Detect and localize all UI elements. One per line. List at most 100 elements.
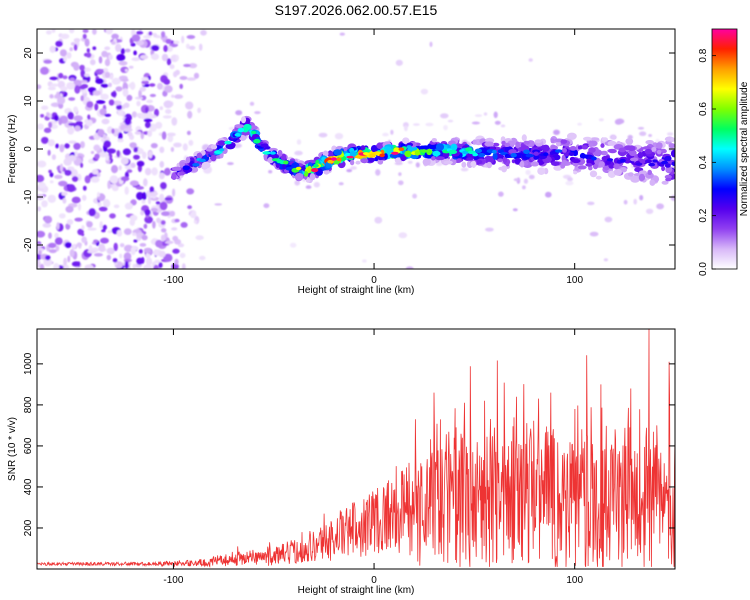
spectrogram-ridge-cell [201, 161, 211, 169]
spectrogram-noise-cell [99, 108, 107, 116]
spectrogram-noise-cell [73, 62, 80, 71]
spectrogram-noise-cell [187, 110, 193, 119]
spectrogram-noise-cell [135, 40, 145, 46]
spectrogram-halo-cell [474, 114, 483, 117]
spectrogram-halo-cell [413, 123, 420, 126]
spectrogram-noise-cell [87, 114, 91, 120]
spectrogram-noise-cell [119, 243, 125, 248]
spectrogram-noise-cell [37, 250, 42, 255]
spectrogram-noise-cell [116, 150, 121, 158]
spectrogram-noise-cell [80, 162, 84, 168]
spectrogram-noise-cell [138, 249, 143, 254]
spectrogram-noise-cell [141, 199, 146, 204]
spectrogram-halo-cell [528, 58, 533, 62]
spectrogram-noise-cell [143, 223, 148, 229]
spectrogram-halo-cell [483, 112, 488, 116]
spectrogram-ridge-cell [294, 173, 304, 181]
spectrogram-ridge-core [580, 154, 589, 159]
spectrogram-ridge-cell [313, 163, 319, 168]
spectrogram-noise-cell [132, 199, 136, 204]
spectrogram-ridge-cell [260, 143, 269, 148]
spectrogram-ridge-cell [670, 149, 675, 158]
spectrogram-noise-cell [100, 93, 109, 100]
spectrogram-ridge-cell [607, 140, 617, 146]
spectrogram-noise-cell [81, 233, 85, 237]
spectrogram-ridge-cell [600, 143, 605, 148]
spectrogram-noise-cell [199, 255, 206, 261]
spectrogram-noise-cell [140, 132, 145, 140]
spectrogram-noise-cell [133, 239, 138, 243]
spectrogram-noise-cell [111, 33, 119, 40]
spectrogram-noise-cell [132, 263, 136, 269]
spectrogram-ridge-cell [171, 166, 182, 171]
spectrogram-halo-cell [249, 101, 255, 106]
spectrogram-noise-cell [123, 244, 133, 252]
spectrogram-noise-cell [37, 123, 44, 130]
spectrogram-ridge-cell [645, 172, 654, 179]
spectrogram-noise-cell [44, 215, 53, 224]
spectrogram-noise-cell [92, 90, 101, 96]
spectrogram-ridge-cell [431, 156, 436, 161]
spectrogram-noise-cell [62, 75, 68, 80]
spectrogram-ridge-cell [661, 180, 669, 185]
spectrogram-noise-cell [160, 220, 166, 226]
spectrogram-ridge-cell [502, 156, 508, 164]
spectrogram-noise-cell [47, 139, 55, 147]
spectrogram-noise-cell [151, 167, 158, 176]
spectrogram-noise-cell [49, 94, 54, 99]
spectrogram-halo-cell [440, 113, 449, 119]
spectrogram-noise-cell [60, 33, 70, 39]
spectrogram-ridge-cell [533, 151, 539, 156]
snr-y-tick-label: 1000 [23, 352, 34, 375]
spectrogram-ridge-cell [435, 156, 445, 161]
spectrogram-ridge-cell [486, 161, 493, 169]
spectrogram-noise-cell [41, 136, 49, 144]
spectrogram-noise-cell [87, 250, 97, 254]
spectrogram-noise-cell [84, 73, 90, 77]
spectrogram-noise-cell [61, 191, 68, 196]
spectrogram-halo-cell [523, 178, 529, 184]
spectrogram-noise-cell [111, 184, 119, 192]
spectrogram-halo-cell [666, 132, 674, 136]
snr-x-tick-label: -100 [163, 575, 183, 586]
spectrogram-noise-cell [147, 130, 153, 137]
spectrogram-noise-cell [112, 258, 118, 263]
spectrogram-ridge-cell [366, 157, 376, 162]
spectrogram-halo-cell [398, 232, 408, 239]
spectrogram-ridge-cell [492, 152, 498, 160]
spectrogram-noise-cell [149, 83, 156, 87]
spectrogram-y-tick-label: 10 [23, 95, 34, 107]
spectrogram-ridge-cell [305, 178, 311, 183]
spectrogram-halo-cell [645, 208, 654, 214]
spectrogram-noise-cell [55, 143, 59, 149]
spectrogram-noise-cell [40, 66, 49, 75]
spectrogram-ridge-cell [402, 137, 410, 145]
spectrogram-noise-cell [41, 200, 48, 208]
spectrogram-ridge-core [327, 159, 335, 164]
spectrogram-noise-cell [102, 199, 111, 208]
snr-x-tick-label: 100 [566, 575, 583, 586]
spectrogram-ridge-cell [550, 138, 555, 144]
spectrogram-ridge-cell [577, 145, 583, 150]
spectrogram-noise-cell [56, 222, 60, 230]
spectrogram-halo-cell [604, 216, 613, 223]
spectrogram-noise-cell [148, 151, 153, 159]
spectrogram-ridge-core [648, 162, 656, 167]
spectrogram-ridge-core [379, 153, 385, 158]
spectrogram-noise-cell [160, 234, 166, 242]
colorbar-ticks: 0.0 0.2 0.4 0.6 0.8 [698, 48, 716, 276]
spectrogram-noise-cell [96, 100, 106, 104]
spectrogram-noise-cell [67, 166, 75, 171]
spectrogram-noise-cell [82, 33, 87, 40]
spectrogram-halo-cell [412, 193, 417, 199]
spectrogram-ridge-cell [426, 148, 433, 156]
spectrogram-ridge-cell [472, 139, 477, 145]
spectrogram-noise-cell [54, 237, 63, 245]
spectrogram-halo-cell [485, 227, 494, 232]
spectrogram-noise-cell [118, 165, 122, 171]
spectrogram-noise-cell [71, 261, 81, 267]
spectrogram-halo-cell [339, 32, 345, 36]
spectrogram-noise-cell [62, 197, 67, 204]
spectrogram-ridge-cell [473, 155, 479, 161]
spectrogram-noise-cell [142, 35, 152, 39]
